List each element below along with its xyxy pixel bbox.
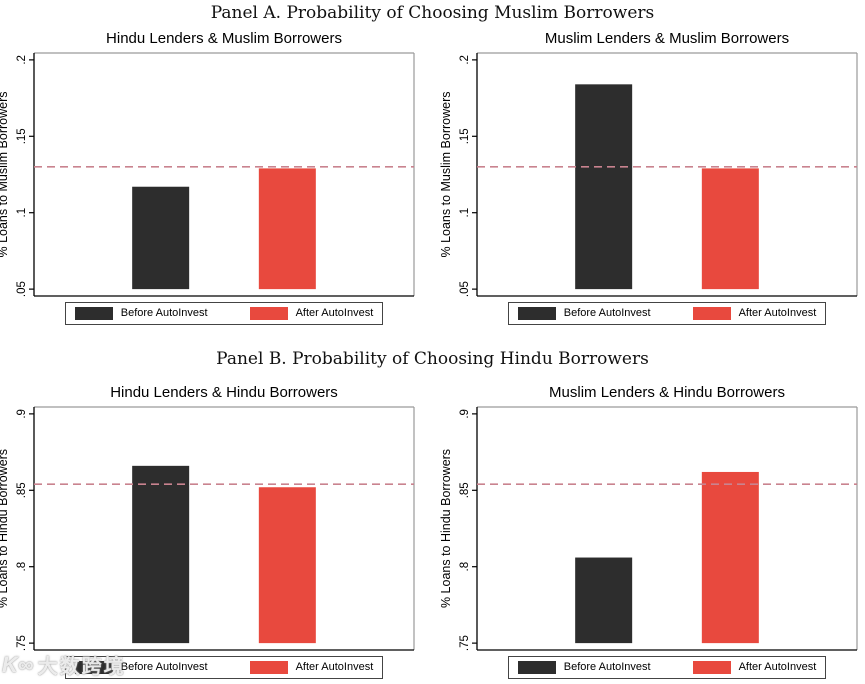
chart-title: Muslim Lenders & Muslim Borrowers [544,30,790,47]
y-tick-label: .1 [16,208,28,218]
y-tick-label: .9 [16,409,28,419]
legend-label-after: After AutoInvest [295,307,374,319]
legend-swatch-before [517,661,556,674]
chart-block-muslim-lenders-hindu-borrowers: Muslim Lenders & Hindu Borrowers .75 .8 .8… [433,384,865,684]
y-axis-label: % Loans to Hindu Borrowers [439,449,453,608]
legend-swatch-after [692,307,731,320]
y-tick-label: .85 [459,482,471,498]
legend: Before AutoInvest After AutoInvest [507,656,827,679]
legend-label-after: After AutoInvest [295,661,374,673]
bar-chart-hindu-lenders-muslim-borrowers: .05 .1 .15 .2 % Loans to Muslim Borrowers [0,52,415,297]
chart-title: Muslim Lenders & Hindu Borrowers [549,384,785,401]
y-tick-label: .15 [459,128,471,144]
y-tick-label: .8 [459,562,471,572]
legend-swatch-after [249,307,288,320]
y-tick-label: .9 [459,409,471,419]
bar-after-autoinvest [258,168,316,290]
y-axis-label: % Loans to Hindu Borrowers [0,449,10,608]
y-tick-label: .75 [16,635,28,651]
y-tick-label: .2 [459,55,471,65]
bar-chart-muslim-lenders-muslim-borrowers: .05 .1 .15 .2 % Loans to Muslim Borrowers [439,52,858,297]
legend: Before AutoInvest After AutoInvest [507,302,827,325]
legend-label-after: After AutoInvest [738,307,817,319]
legend-swatch-before [74,307,113,320]
bar-before-autoinvest [575,557,633,644]
legend-swatch-after [249,661,288,674]
bar-after-autoinvest [701,168,759,290]
chart-title: Hindu Lenders & Muslim Borrowers [106,30,342,47]
legend-label-before: Before AutoInvest [563,307,651,319]
legend-label-before: Before AutoInvest [120,307,208,319]
legend-swatch-before [517,307,556,320]
chart-block-muslim-lenders-muslim-borrowers: Muslim Lenders & Muslim Borrowers .05 .1.… [433,30,865,330]
panel-a-title: Panel A. Probability of Choosing Muslim … [210,3,655,23]
bar-chart-muslim-lenders-hindu-borrowers: .75 .8 .85 .9 % Loans to Hindu Borrowers [439,406,858,651]
legend-label-after: After AutoInvest [738,661,817,673]
y-axis-label: % Loans to Muslim Borrowers [0,91,10,257]
bar-before-autoinvest [132,186,190,290]
bar-before-autoinvest [132,465,190,644]
y-tick-label: .05 [16,281,28,297]
bar-before-autoinvest [575,84,633,290]
legend: Before AutoInvest After AutoInvest [64,302,384,325]
y-tick-label: .75 [459,635,471,651]
y-axis-label: % Loans to Muslim Borrowers [439,91,453,257]
y-tick-label: .8 [16,562,28,572]
panel-b-title: Panel B. Probability of Choosing Hindu B… [216,349,649,369]
legend: Before AutoInvest After AutoInvest [64,656,384,679]
chart-block-hindu-lenders-muslim-borrowers: Hindu Lenders & Muslim Borrowers .05 .1 .1… [0,30,432,330]
bar-after-autoinvest [258,487,316,644]
legend-label-before: Before AutoInvest [563,661,651,673]
legend-label-before: Before AutoInvest [120,661,208,673]
bar-after-autoinvest [701,471,759,644]
y-tick-label: .15 [16,128,28,144]
y-tick-label: .85 [16,482,28,498]
legend-swatch-before [74,661,113,674]
chart-title: Hindu Lenders & Hindu Borrowers [110,384,338,401]
y-tick-label: .05 [459,281,471,297]
legend-swatch-after [692,661,731,674]
y-tick-label: .2 [16,55,28,65]
bar-chart-hindu-lenders-hindu-borrowers: .75 .8 .85 .9 % Loans to Hindu Borrowers [0,406,415,651]
chart-block-hindu-lenders-hindu-borrowers: Hindu Lenders & Hindu Borrowers .75 .8 .85… [0,384,432,684]
y-tick-label: .1 [459,208,471,218]
